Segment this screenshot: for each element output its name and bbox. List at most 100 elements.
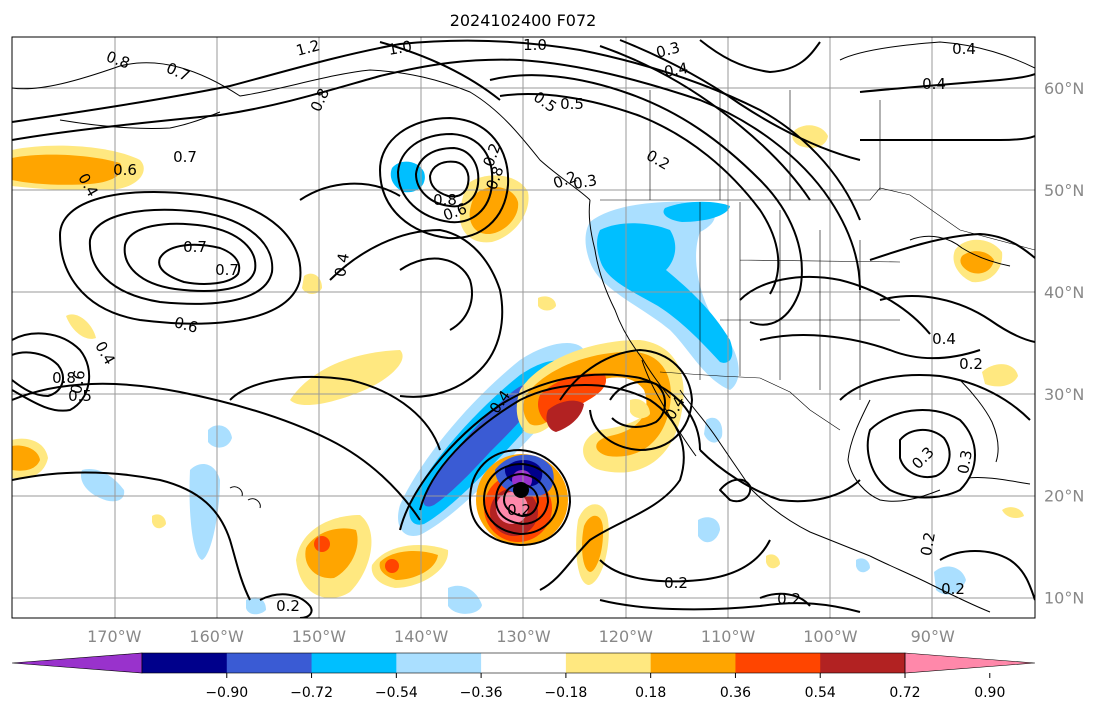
contour-sw-3 <box>12 332 90 412</box>
lon-tick-label: 170°W <box>87 627 142 646</box>
lat-tick-label: 40°N <box>1044 283 1084 302</box>
contour-label: 0.4 <box>932 330 956 348</box>
contour-label-group: 0.4 <box>663 59 690 81</box>
lon-tick-label: 130°W <box>496 627 551 646</box>
contour-band-1 <box>12 58 861 291</box>
contour-label-group: 0.4 <box>331 252 353 279</box>
colorbar-segment <box>820 653 906 673</box>
contour-se-6 <box>839 374 1031 421</box>
contour-label-group: 0.2 <box>664 574 688 592</box>
contour-tc-1 <box>469 449 571 546</box>
colorbar-tick-label: 0.36 <box>720 685 751 701</box>
colorbar-segment <box>735 653 821 673</box>
contour-label-group: 0.3 <box>654 38 682 62</box>
colorbar <box>11 652 1036 674</box>
contour-ne-2 <box>860 135 1035 142</box>
longitude-tick-labels: 170°W 160°W 150°W 140°W 130°W 120°W 110°W 100°W… <box>87 627 955 646</box>
colorbar-segment <box>396 653 482 673</box>
lon-tick-label: 90°W <box>911 627 955 646</box>
border-us-canada <box>600 187 1035 251</box>
contour-label: 0.2 <box>664 574 688 592</box>
contour-label: 0.7 <box>183 238 207 256</box>
contour-label-group: 0.2 <box>959 355 983 373</box>
colorbar-extend-low <box>11 652 143 674</box>
contour-labels: 0.8 0.71.2 1.0 1.0 0.30.40.5 0.50.40.20.30.20… <box>52 36 983 615</box>
contour-w-low-2 <box>88 208 274 305</box>
contour-tc-outer-2 <box>399 373 701 531</box>
shade-positive-pac-small <box>538 296 556 311</box>
contour-goa-low-3 <box>415 147 480 208</box>
colorbar-tick-label: −0.36 <box>460 685 503 701</box>
shade-positive-alaska-small <box>302 273 322 294</box>
political-borders-layer <box>600 90 1035 431</box>
shade-positive-far-east <box>1002 507 1024 518</box>
contour-tc-3 <box>495 473 549 525</box>
figure-title: 2024102400 F072 <box>450 11 597 30</box>
colorbar-tick-label: 0.18 <box>635 685 666 701</box>
contour-label-group: 1.0 <box>387 37 414 59</box>
lat-tick-label: 30°N <box>1044 385 1084 404</box>
map-panel <box>11 36 1036 619</box>
contour-label: 0.2 <box>507 501 531 519</box>
lat-tick-label: 60°N <box>1044 79 1084 98</box>
contour-tc-outer-3 <box>559 349 693 451</box>
contour-se-5 <box>899 429 951 478</box>
contour-label-group: 0.3 <box>572 171 599 193</box>
lon-tick-label: 150°W <box>292 627 347 646</box>
contour-label: 0.7 <box>215 261 239 279</box>
contour-label-group: 0.4 <box>932 330 956 348</box>
contour-label: 0.2 <box>959 355 983 373</box>
shade-negative-west-us-north <box>663 201 730 222</box>
shade-negative-mexico <box>698 517 720 543</box>
contour-se-3 <box>599 599 861 613</box>
contour-se-7 <box>939 550 1035 601</box>
contour-us-mid <box>739 275 931 335</box>
contour-label-group: 0.8 <box>433 191 457 209</box>
contour-label: 1.0 <box>523 36 547 54</box>
contour-mid-west <box>399 257 473 331</box>
contour-label: 0.5 <box>560 95 584 113</box>
contour-band-6 <box>619 39 861 161</box>
contour-label: 0.2 <box>777 590 801 608</box>
contour-label: 0.4 <box>922 75 946 93</box>
contour-tc-5 <box>513 482 529 498</box>
shade-negative-hawaii <box>189 464 220 560</box>
contour-label-group: 0.6 <box>113 161 137 179</box>
contour-lines-layer <box>12 39 1035 618</box>
map-frame <box>11 36 1036 619</box>
shade-negative-carib <box>934 566 966 595</box>
colorbar-tick-label: 0.72 <box>889 685 920 701</box>
contour-label: 0.5 <box>68 387 92 405</box>
contour-tc-outer-1 <box>419 384 685 591</box>
shade-positive-south-small <box>152 514 166 529</box>
shade-positive-tc-arc-max <box>546 400 584 432</box>
shade-negative-mex-coast <box>704 417 723 443</box>
shade-positive-south-1-red <box>314 536 330 552</box>
shade-positive-central-pacific <box>290 350 403 406</box>
shade-positive-south-2-red <box>385 559 399 573</box>
contour-s-1 <box>259 593 313 618</box>
contour-label: 0.6 <box>172 313 200 337</box>
contour-w-low-1 <box>59 190 302 325</box>
shade-negative-west-low <box>246 597 266 615</box>
contour-label: 0.4 <box>663 59 690 81</box>
contour-sw-1 <box>12 382 421 521</box>
contour-s-2 <box>759 592 811 607</box>
contour-se-8 <box>719 478 752 503</box>
contour-label-group: 0.5 <box>68 387 92 405</box>
shade-negative-west-2 <box>80 468 125 502</box>
lon-tick-label: 100°W <box>803 627 858 646</box>
contour-label-group: 0.7 <box>173 148 197 166</box>
contour-label-group: 0.6 <box>172 313 200 337</box>
colorbar-tick-label: −0.90 <box>205 685 248 701</box>
contour-label: 0.6 <box>67 369 89 396</box>
lon-tick-label: 160°W <box>189 627 244 646</box>
contour-label-group: 0.7 <box>215 261 239 279</box>
shade-negative-pac-south <box>448 585 482 614</box>
shade-positive-west-core <box>12 154 122 185</box>
contour-label: 0.2 <box>276 597 300 615</box>
contour-label-group: 0.2 <box>917 531 939 558</box>
contour-label: 0.4 <box>952 40 976 58</box>
colorbar-segment <box>142 653 228 673</box>
